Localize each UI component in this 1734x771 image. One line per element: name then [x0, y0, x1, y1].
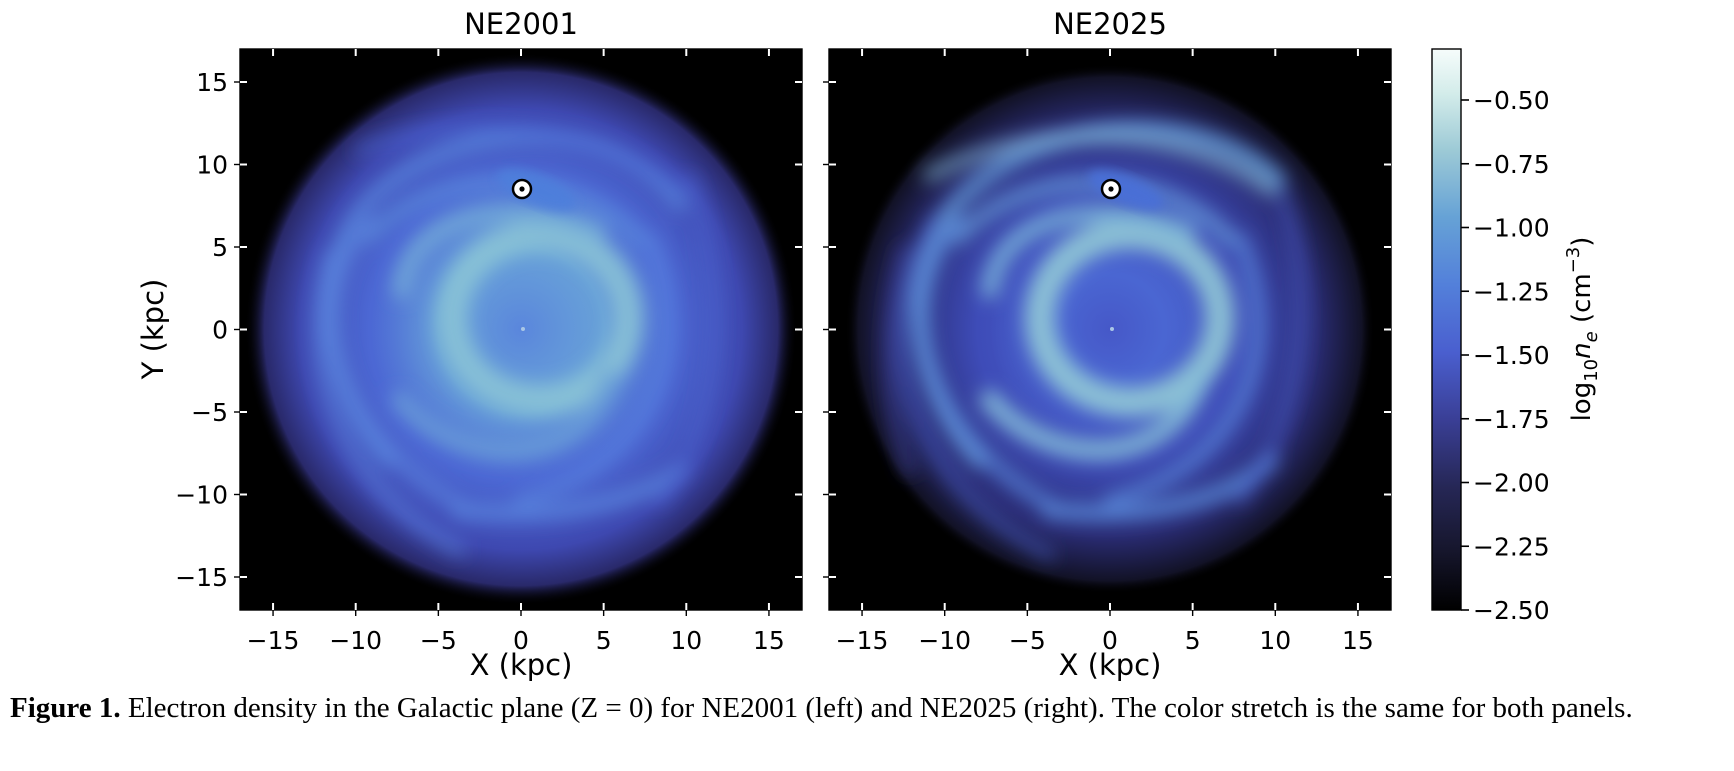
ne2001-x-tick-label: 10 — [670, 626, 702, 655]
sun-marker — [1100, 178, 1122, 200]
ne2001-x-tick-label: −10 — [329, 626, 382, 655]
ne2001-y-tick-label: 0 — [212, 316, 228, 345]
colorbar: −0.50 −0.75 −1.00 −1.25 −1.50 −1.75 −2.00 −2.25… — [1431, 48, 1602, 625]
colorbar-tick-label: −1.50 — [1473, 341, 1550, 370]
ne2025-title: NE2025 — [1053, 7, 1167, 41]
figure-caption-text: Electron density in the Galactic plane (… — [120, 692, 1633, 724]
ne2025-ticks: −15 −10 −5 0 5 10 15 — [823, 49, 1391, 655]
ne2001-ticks: −15 −10 −5 0 5 10 15 −15 −10 −5 0 5 10 15 — [175, 49, 802, 655]
panel-ne2025: −15 −10 −5 0 5 10 15 NE2025 X (kpc) — [823, 7, 1392, 682]
colorbar-label-var-sub: e — [1581, 331, 1602, 342]
colorbar-label: log10ne (cm−3) — [1563, 237, 1602, 422]
colorbar-tick-label: −2.25 — [1473, 532, 1550, 561]
ne2001-y-tick-label: 15 — [196, 68, 228, 97]
ne2025-x-tick-label: 5 — [1185, 626, 1201, 655]
colorbar-label-unit: (cm — [1567, 273, 1597, 331]
panel-ne2001: −15 −10 −5 0 5 10 15 −15 −10 −5 0 5 10 15 NE2001 X (k… — [136, 7, 803, 682]
colorbar-tick-label: −0.50 — [1473, 86, 1550, 115]
ne2001-x-tick-label: −15 — [247, 626, 300, 655]
colorbar-tick-label: −2.50 — [1473, 596, 1550, 625]
ne2025-x-tick-label: −5 — [1009, 626, 1046, 655]
ne2001-y-tick-label: −15 — [175, 563, 228, 592]
ne2001-x-tick-label: 15 — [753, 626, 785, 655]
ne2025-x-axis-label: X (kpc) — [1059, 648, 1162, 682]
ne2001-y-tick-label: 10 — [196, 151, 228, 180]
ne2001-y-tick-label: −5 — [191, 398, 228, 427]
figure-caption: Figure 1. Electron density in the Galact… — [10, 692, 1730, 725]
ne2001-y-tick-label: 5 — [212, 233, 228, 262]
ne2025-x-tick-label: 10 — [1259, 626, 1291, 655]
figure-caption-label: Figure 1. — [10, 692, 121, 724]
ne2001-x-tick-label: 5 — [596, 626, 612, 655]
ne2025-x-tick-label: −10 — [918, 626, 971, 655]
ne2025-x-tick-label: 0 — [1102, 626, 1118, 655]
colorbar-label-unit-close: ) — [1567, 237, 1597, 247]
figure: −15 −10 −5 0 5 10 15 −15 −10 −5 0 5 10 15 NE2001 X (k… — [136, 7, 1602, 682]
ne2001-density-map — [245, 53, 797, 605]
colorbar-label-log-sub: 10 — [1581, 359, 1602, 382]
ne2001-x-tick-label: 0 — [513, 626, 529, 655]
ne2001-title: NE2001 — [464, 7, 578, 41]
ne2025-x-tick-label: −15 — [836, 626, 889, 655]
colorbar-gradient — [1431, 48, 1462, 611]
colorbar-label-log: log — [1567, 382, 1597, 422]
ne2001-y-tick-label: −10 — [175, 481, 228, 510]
ne2025-x-tick-label: 15 — [1342, 626, 1374, 655]
ne2025-density-map — [845, 64, 1375, 594]
colorbar-label-unit-exp: −3 — [1563, 247, 1584, 274]
colorbar-label-var: n — [1567, 342, 1597, 358]
colorbar-tick-label: −1.25 — [1473, 277, 1550, 306]
ne2001-x-tick-label: −5 — [420, 626, 457, 655]
colorbar-tick-label: −0.75 — [1473, 150, 1550, 179]
ne2001-x-axis-label: X (kpc) — [470, 648, 573, 682]
colorbar-ticks: −0.50 −0.75 −1.00 −1.25 −1.50 −1.75 −2.00 −2.25… — [1461, 86, 1550, 625]
colorbar-tick-label: −2.00 — [1473, 469, 1550, 498]
colorbar-tick-label: −1.00 — [1473, 214, 1550, 243]
colorbar-tick-label: −1.75 — [1473, 405, 1550, 434]
ne2001-y-axis-label: Y (kpc) — [136, 279, 170, 381]
sun-marker — [511, 178, 533, 200]
